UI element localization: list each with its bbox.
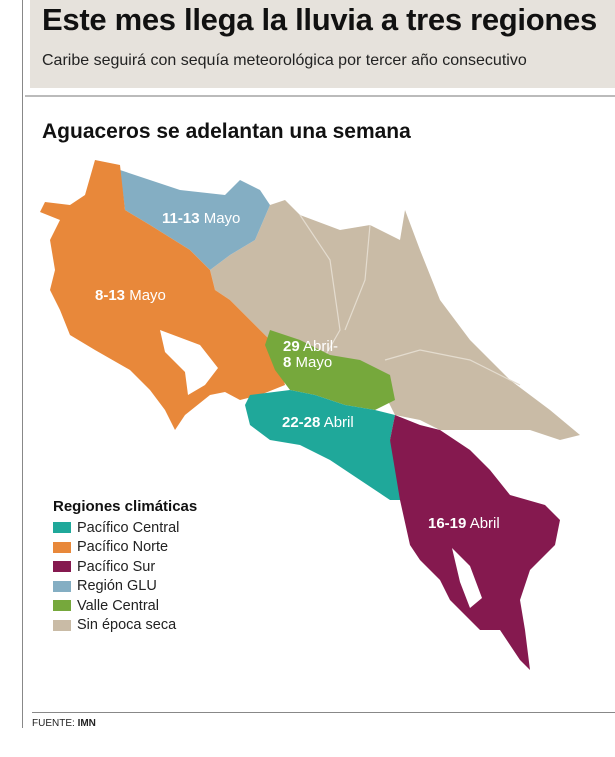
golfo-dulce — [452, 548, 482, 608]
legend-item: Sin época seca — [53, 616, 197, 636]
region-glu — [120, 170, 270, 270]
legend-item: Pacífico Sur — [53, 557, 197, 577]
legend-swatch — [53, 522, 71, 534]
legend-title: Regiones climáticas — [53, 498, 198, 515]
header: Este mes llega la lluvia a tres regiones… — [30, 0, 615, 88]
label-pacifico-norte: 8-13 Mayo — [95, 287, 166, 304]
legend-swatch — [53, 561, 71, 573]
golfo-de-nicoya — [160, 330, 218, 395]
legend-item: Región GLU — [53, 577, 197, 597]
legend-swatch — [53, 619, 71, 631]
legend-item: Pacífico Norte — [53, 538, 197, 558]
label-glu: 11-13 Mayo — [162, 210, 241, 227]
divider — [25, 95, 615, 97]
region-valle-central — [265, 330, 395, 410]
footer-divider — [32, 712, 615, 713]
page-title: Este mes llega la lluvia a tres regiones — [42, 2, 597, 37]
legend-swatch — [53, 600, 71, 612]
source: FUENTE: IMN — [32, 718, 96, 729]
label-valle-central: 29 Abril- 8 Mayo — [283, 338, 339, 371]
region-sin-epoca-seca — [210, 200, 580, 440]
label-pacifico-sur: 16-19 Abril — [428, 515, 500, 532]
legend-swatch — [53, 541, 71, 553]
left-rule — [22, 0, 23, 728]
region-pacifico-central — [245, 390, 405, 500]
region-pacifico-sur — [390, 415, 560, 670]
label-pacifico-central: 22-28 Abril — [282, 414, 354, 431]
legend-item: Pacífico Central — [53, 518, 197, 538]
legend: Regiones climáticas Pacífico Central Pac… — [53, 498, 197, 635]
legend-swatch — [53, 580, 71, 592]
page-subtitle: Caribe seguirá con sequía meteorológica … — [42, 52, 527, 69]
legend-item: Valle Central — [53, 596, 197, 616]
map-title: Aguaceros se adelantan una semana — [42, 120, 411, 143]
region-pacifico-norte — [40, 160, 285, 430]
